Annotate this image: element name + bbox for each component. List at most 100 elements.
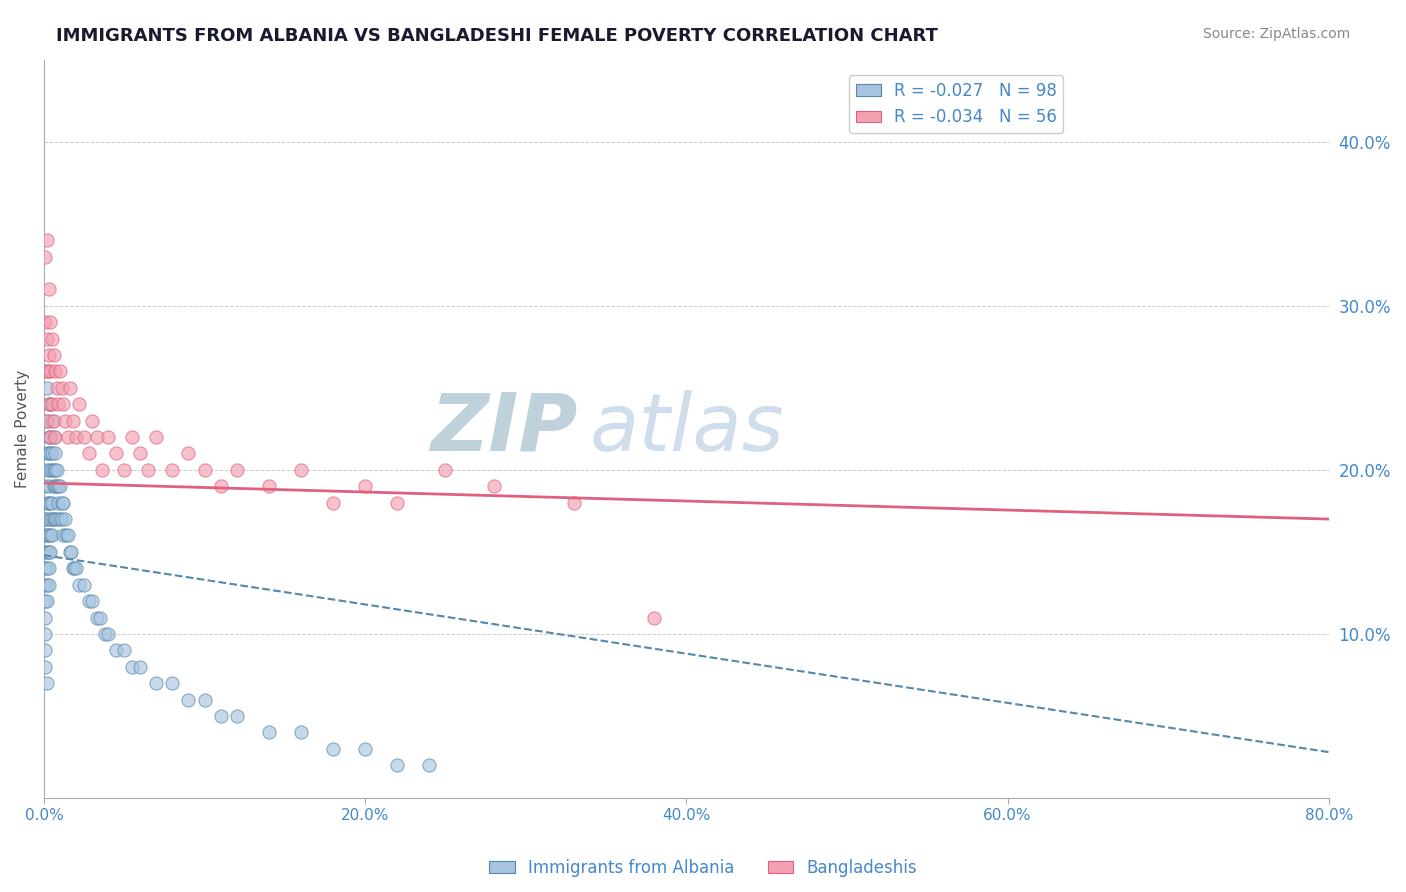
Point: [38, 496, 60, 510]
Point: [42, 414, 65, 428]
Point: [37, 561, 59, 575]
Point: [257, 479, 280, 493]
Point: [34, 528, 56, 542]
Point: [44, 463, 66, 477]
Point: [56, 528, 79, 542]
Point: [418, 758, 440, 772]
Point: [38, 528, 60, 542]
Point: [41, 332, 63, 346]
Point: [482, 479, 505, 493]
Point: [129, 660, 152, 674]
Point: [41, 463, 63, 477]
Point: [39, 528, 62, 542]
Point: [177, 446, 200, 460]
Point: [53, 414, 76, 428]
Point: [45, 479, 67, 493]
Point: [37, 446, 59, 460]
Point: [162, 463, 184, 477]
Point: [37, 381, 59, 395]
Point: [34, 660, 56, 674]
Point: [38, 397, 60, 411]
Point: [90, 463, 112, 477]
Point: [45, 512, 67, 526]
Point: [34, 610, 56, 624]
Point: [193, 692, 215, 706]
Point: [49, 512, 72, 526]
Point: [34, 643, 56, 657]
Point: [73, 578, 96, 592]
Point: [41, 397, 63, 411]
Legend: Immigrants from Albania, Bangladeshis: Immigrants from Albania, Bangladeshis: [482, 853, 924, 884]
Point: [58, 381, 80, 395]
Point: [38, 479, 60, 493]
Point: [46, 397, 69, 411]
Text: ZIP: ZIP: [430, 390, 576, 467]
Point: [129, 446, 152, 460]
Point: [42, 430, 65, 444]
Y-axis label: Female Poverty: Female Poverty: [15, 369, 30, 488]
Point: [112, 643, 135, 657]
Point: [41, 512, 63, 526]
Point: [49, 479, 72, 493]
Point: [37, 496, 59, 510]
Point: [65, 430, 87, 444]
Point: [44, 430, 66, 444]
Point: [51, 496, 73, 510]
Point: [37, 463, 59, 477]
Point: [34, 578, 56, 592]
Point: [34, 594, 56, 608]
Legend: R = -0.027   N = 98, R = -0.034   N = 56: R = -0.027 N = 98, R = -0.034 N = 56: [849, 75, 1063, 133]
Point: [44, 479, 66, 493]
Point: [322, 741, 344, 756]
Point: [193, 463, 215, 477]
Point: [37, 594, 59, 608]
Point: [63, 561, 86, 575]
Point: [145, 430, 167, 444]
Point: [434, 463, 457, 477]
Point: [73, 430, 96, 444]
Point: [89, 610, 111, 624]
Point: [46, 496, 69, 510]
Text: IMMIGRANTS FROM ALBANIA VS BANGLADESHI FEMALE POVERTY CORRELATION CHART: IMMIGRANTS FROM ALBANIA VS BANGLADESHI F…: [56, 27, 938, 45]
Point: [112, 463, 135, 477]
Point: [97, 430, 120, 444]
Point: [97, 627, 120, 641]
Point: [86, 610, 108, 624]
Point: [354, 479, 377, 493]
Point: [39, 430, 62, 444]
Point: [322, 496, 344, 510]
Point: [34, 364, 56, 378]
Point: [37, 364, 59, 378]
Point: [60, 545, 83, 559]
Point: [354, 741, 377, 756]
Point: [67, 397, 90, 411]
Point: [67, 578, 90, 592]
Point: [49, 364, 72, 378]
Point: [121, 660, 143, 674]
Point: [34, 512, 56, 526]
Point: [38, 282, 60, 296]
Point: [34, 561, 56, 575]
Point: [52, 528, 75, 542]
Point: [41, 446, 63, 460]
Point: [51, 381, 73, 395]
Point: [45, 463, 67, 477]
Point: [41, 414, 63, 428]
Point: [56, 430, 79, 444]
Point: [86, 430, 108, 444]
Point: [39, 397, 62, 411]
Point: [39, 496, 62, 510]
Point: [39, 315, 62, 329]
Point: [290, 463, 312, 477]
Point: [257, 725, 280, 739]
Point: [55, 528, 77, 542]
Point: [38, 545, 60, 559]
Point: [38, 430, 60, 444]
Point: [34, 315, 56, 329]
Point: [39, 512, 62, 526]
Point: [42, 463, 65, 477]
Point: [177, 692, 200, 706]
Point: [209, 479, 232, 493]
Point: [34, 627, 56, 641]
Point: [34, 479, 56, 493]
